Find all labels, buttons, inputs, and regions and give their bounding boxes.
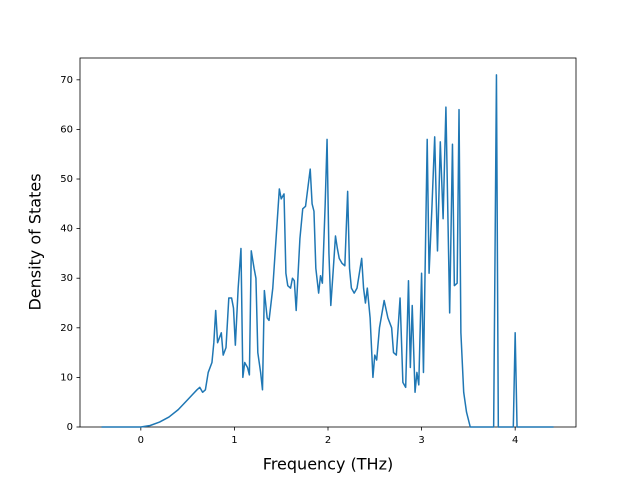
y-tick-label: 0	[67, 422, 73, 433]
x-tick-label: 4	[512, 435, 518, 446]
y-tick-label: 50	[60, 174, 73, 185]
y-tick-label: 40	[60, 224, 73, 235]
y-tick-label: 10	[60, 372, 73, 383]
data-line	[101, 74, 554, 428]
x-tick-label: 1	[231, 435, 237, 446]
y-tick-label: 60	[60, 124, 73, 135]
y-tick-label: 30	[60, 273, 73, 284]
x-tick-label: 2	[325, 435, 331, 446]
y-tick-label: 70	[60, 75, 73, 86]
x-axis-label: Frequency (THz)	[263, 455, 393, 474]
y-axis-label: Density of States	[26, 173, 45, 310]
x-tick-label: 3	[418, 435, 424, 446]
y-tick-label: 20	[60, 323, 73, 334]
x-tick-label: 0	[138, 435, 144, 446]
